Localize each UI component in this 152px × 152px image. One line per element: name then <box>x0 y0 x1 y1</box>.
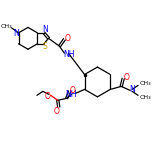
Text: O: O <box>54 107 60 116</box>
Text: N: N <box>129 85 135 94</box>
Text: O: O <box>45 92 51 101</box>
Text: O: O <box>70 86 76 95</box>
Text: O: O <box>123 73 129 82</box>
Text: N: N <box>42 25 48 34</box>
Text: CH₃: CH₃ <box>139 95 151 100</box>
Text: CH₃: CH₃ <box>1 24 12 29</box>
Text: N: N <box>14 29 19 38</box>
Text: NH: NH <box>64 50 75 59</box>
Text: NH: NH <box>65 90 76 99</box>
Text: S: S <box>43 42 47 51</box>
Text: O: O <box>64 34 70 43</box>
Text: CH₃: CH₃ <box>139 81 151 86</box>
